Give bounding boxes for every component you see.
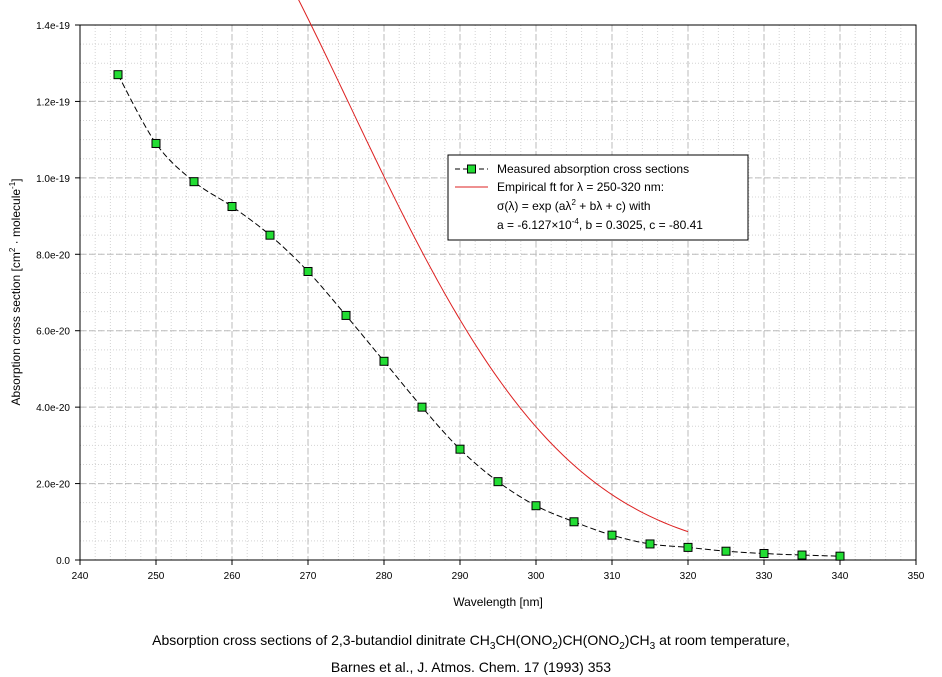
measured-point <box>797 550 807 560</box>
legend-fit-formula: σ(λ) = exp (aλ2 + bλ + c) with <box>497 198 651 213</box>
y-axis-title: Absorption cross section [cm2 · molecule… <box>8 178 23 405</box>
legend-measured-label: Measured absorption cross sections <box>497 162 689 176</box>
measured-point <box>189 177 199 187</box>
y-tick-label: 1.2e-19 <box>36 97 70 108</box>
plot-frame <box>79 24 917 561</box>
measured-point <box>455 444 465 454</box>
measured-point <box>531 501 541 511</box>
legend-measured-marker <box>467 164 476 174</box>
y-tick-label: 1.0e-19 <box>36 174 70 185</box>
measured-point <box>493 477 503 487</box>
y-tick-label: 1.4e-19 <box>36 21 70 32</box>
measured-point <box>417 402 427 412</box>
legend: Measured absorption cross sections Empir… <box>447 154 749 241</box>
y-tick-label: 2.0e-20 <box>36 480 70 491</box>
x-tick-label: 280 <box>376 571 393 582</box>
measured-point <box>265 230 275 240</box>
measured-point <box>683 542 693 552</box>
legend-fit-label: Empirical ft for λ = 250-320 nm: <box>497 180 664 194</box>
measured-point <box>227 202 237 212</box>
measured-point <box>721 546 731 556</box>
x-tick-label: 250 <box>148 571 165 582</box>
x-tick-label: 300 <box>528 571 545 582</box>
measured-series-layer <box>113 70 845 561</box>
measured-point <box>303 266 313 276</box>
measured-point <box>113 70 123 80</box>
y-tick-label: 4.0e-20 <box>36 403 70 414</box>
x-tick-label: 240 <box>72 571 89 582</box>
legend-fit-params: a = -6.127×10-4, b = 0.3025, c = -80.41 <box>497 217 703 232</box>
x-tick-label: 350 <box>908 571 925 582</box>
x-tick-label: 290 <box>452 571 469 582</box>
fit-curve-layer <box>298 0 689 533</box>
legend-box <box>447 154 749 241</box>
measured-point <box>341 310 351 320</box>
x-tick-label: 260 <box>224 571 241 582</box>
measured-point <box>379 356 389 366</box>
axis-ticks: 240 250 260 270 280 290 300 310 320 330 340 350 0.0 2… <box>36 21 925 582</box>
x-axis-title: Wavelength [nm] <box>453 595 543 609</box>
x-tick-label: 330 <box>756 571 773 582</box>
figure-caption: Absorption cross sections of 2,3-butandi… <box>0 630 942 677</box>
x-tick-label: 340 <box>832 571 849 582</box>
measured-point <box>759 549 769 559</box>
caption-line-2: Barnes et al., J. Atmos. Chem. 17 (1993)… <box>330 658 612 675</box>
chart: 240 250 260 270 280 290 300 310 320 330 340 350 0.0 2… <box>8 0 925 609</box>
measured-point <box>645 539 655 549</box>
caption-line-1: Absorption cross sections of 2,3-butandi… <box>152 632 790 652</box>
measured-point <box>569 517 579 527</box>
x-tick-label: 320 <box>680 571 697 582</box>
x-tick-label: 270 <box>300 571 317 582</box>
x-tick-label: 310 <box>604 571 621 582</box>
measured-point <box>607 530 617 540</box>
fit-curve <box>298 0 689 533</box>
y-tick-label: 8.0e-20 <box>36 250 70 261</box>
y-tick-label: 0.0 <box>56 556 70 567</box>
measured-point <box>151 138 161 148</box>
measured-series-line <box>117 74 841 557</box>
y-tick-label: 6.0e-20 <box>36 327 70 338</box>
measured-point <box>835 551 845 561</box>
